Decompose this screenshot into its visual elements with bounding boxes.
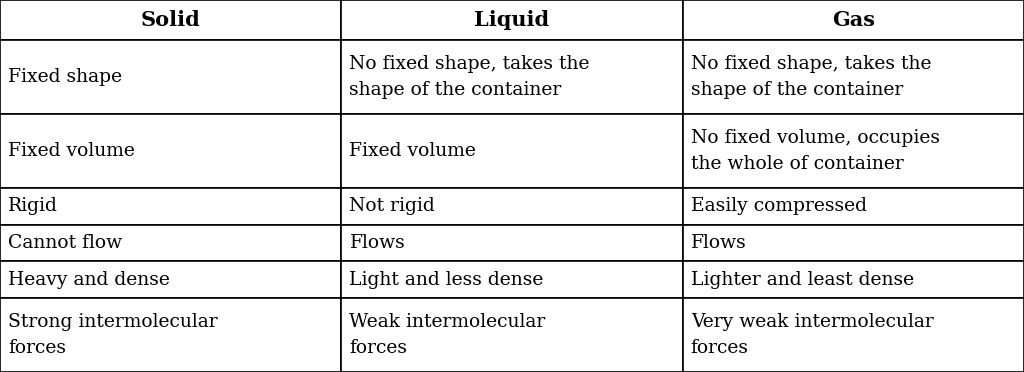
Bar	[341, 40, 683, 114]
Text: Rigid: Rigid	[8, 197, 58, 215]
Text: Cannot flow: Cannot flow	[8, 234, 122, 252]
Bar	[683, 262, 1024, 298]
Text: Not rigid: Not rigid	[349, 197, 435, 215]
Text: Heavy and dense: Heavy and dense	[8, 271, 170, 289]
Bar	[341, 0, 683, 40]
Text: Easily compressed: Easily compressed	[691, 197, 866, 215]
Bar	[0, 0, 341, 40]
Text: Fixed volume: Fixed volume	[349, 142, 476, 160]
Text: No fixed volume, occupies
the whole of container: No fixed volume, occupies the whole of c…	[691, 129, 940, 173]
Bar	[0, 225, 341, 262]
Bar	[341, 262, 683, 298]
Bar	[683, 40, 1024, 114]
Text: Flows: Flows	[349, 234, 406, 252]
Bar	[0, 188, 341, 225]
Text: Very weak intermolecular
forces: Very weak intermolecular forces	[691, 313, 934, 357]
Bar	[683, 298, 1024, 372]
Text: Solid: Solid	[140, 10, 201, 30]
Text: Liquid: Liquid	[474, 10, 550, 30]
Bar	[0, 40, 341, 114]
Bar	[341, 298, 683, 372]
Bar	[683, 114, 1024, 188]
Bar	[341, 114, 683, 188]
Text: No fixed shape, takes the
shape of the container: No fixed shape, takes the shape of the c…	[691, 55, 931, 99]
Text: Weak intermolecular
forces: Weak intermolecular forces	[349, 313, 546, 357]
Text: Fixed shape: Fixed shape	[8, 68, 122, 86]
Bar	[683, 188, 1024, 225]
Bar	[0, 262, 341, 298]
Text: Light and less dense: Light and less dense	[349, 271, 544, 289]
Bar	[341, 225, 683, 262]
Bar	[0, 114, 341, 188]
Text: Flows: Flows	[691, 234, 746, 252]
Text: Fixed volume: Fixed volume	[8, 142, 135, 160]
Bar	[683, 225, 1024, 262]
Text: Lighter and least dense: Lighter and least dense	[691, 271, 913, 289]
Text: No fixed shape, takes the
shape of the container: No fixed shape, takes the shape of the c…	[349, 55, 590, 99]
Text: Strong intermolecular
forces: Strong intermolecular forces	[8, 313, 218, 357]
Bar	[341, 188, 683, 225]
Bar	[683, 0, 1024, 40]
Bar	[0, 298, 341, 372]
Text: Gas: Gas	[831, 10, 874, 30]
